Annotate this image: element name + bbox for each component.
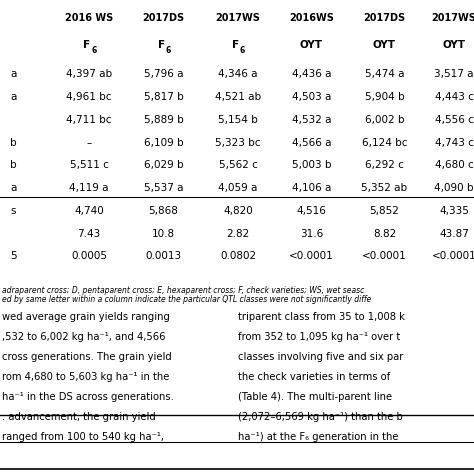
- Text: a: a: [10, 69, 17, 80]
- Text: 4,516: 4,516: [296, 206, 327, 216]
- Text: wed average grain yields ranging: wed average grain yields ranging: [2, 312, 170, 322]
- Text: ,532 to 6,002 kg ha⁻¹, and 4,566: ,532 to 6,002 kg ha⁻¹, and 4,566: [2, 332, 165, 342]
- Text: 5,474 a: 5,474 a: [365, 69, 404, 80]
- Text: ha⁻¹ in the DS across generations.: ha⁻¹ in the DS across generations.: [2, 392, 174, 402]
- Text: a: a: [10, 183, 17, 193]
- Text: 4,961 bc: 4,961 bc: [66, 92, 112, 102]
- Text: 6: 6: [165, 46, 171, 55]
- Text: 4,740: 4,740: [74, 206, 104, 216]
- Text: 5,537 a: 5,537 a: [144, 183, 183, 193]
- Text: 5,817 b: 5,817 b: [144, 92, 183, 102]
- Text: <0.0001: <0.0001: [289, 251, 334, 262]
- Text: ranged from 100 to 540 kg ha⁻¹,: ranged from 100 to 540 kg ha⁻¹,: [2, 432, 164, 442]
- Text: 6: 6: [240, 46, 245, 55]
- Text: F: F: [158, 40, 165, 50]
- Text: 4,397 ab: 4,397 ab: [66, 69, 112, 80]
- Text: 5,352 ab: 5,352 ab: [361, 183, 408, 193]
- Text: 3,517 a: 3,517 a: [434, 69, 474, 80]
- Text: b: b: [10, 137, 17, 148]
- Text: 4,820: 4,820: [223, 206, 253, 216]
- Text: <0.0001: <0.0001: [362, 251, 407, 262]
- Text: F: F: [232, 40, 239, 50]
- Text: 5,796 a: 5,796 a: [144, 69, 183, 80]
- Text: 5,562 c: 5,562 c: [219, 160, 257, 171]
- Text: 5,868: 5,868: [148, 206, 179, 216]
- Text: 2017DS: 2017DS: [364, 13, 405, 23]
- Text: 6,124 bc: 6,124 bc: [362, 137, 407, 148]
- Text: 6,109 b: 6,109 b: [144, 137, 183, 148]
- Text: 5,154 b: 5,154 b: [218, 115, 258, 125]
- Text: from 352 to 1,095 kg ha⁻¹ over t: from 352 to 1,095 kg ha⁻¹ over t: [238, 332, 400, 342]
- Text: 0.0013: 0.0013: [146, 251, 182, 262]
- Text: ed by same letter within a column indicate the particular QTL classes were not s: ed by same letter within a column indica…: [2, 295, 371, 304]
- Text: 5,323 bc: 5,323 bc: [215, 137, 261, 148]
- Text: 2017DS: 2017DS: [143, 13, 184, 23]
- Text: adraparent cross; D, pentaparent cross; E, hexaparent cross; F, check varieties;: adraparent cross; D, pentaparent cross; …: [2, 286, 365, 295]
- Text: 4,335: 4,335: [439, 206, 469, 216]
- Text: 4,566 a: 4,566 a: [292, 137, 331, 148]
- Text: 2017WS: 2017WS: [432, 13, 474, 23]
- Text: 4,521 ab: 4,521 ab: [215, 92, 261, 102]
- Text: rom 4,680 to 5,603 kg ha⁻¹ in the: rom 4,680 to 5,603 kg ha⁻¹ in the: [2, 372, 169, 382]
- Text: 4,106 a: 4,106 a: [292, 183, 331, 193]
- Text: 5: 5: [10, 251, 17, 262]
- Text: classes involving five and six par: classes involving five and six par: [238, 352, 403, 362]
- Text: 6,029 b: 6,029 b: [144, 160, 183, 171]
- Text: 4,680 c: 4,680 c: [435, 160, 474, 171]
- Text: OYT: OYT: [373, 40, 396, 50]
- Text: 4,556 c: 4,556 c: [435, 115, 474, 125]
- Text: 4,090 b: 4,090 b: [434, 183, 474, 193]
- Text: 4,443 c: 4,443 c: [435, 92, 474, 102]
- Text: 0.0802: 0.0802: [220, 251, 256, 262]
- Text: 6,002 b: 6,002 b: [365, 115, 404, 125]
- Text: 0.0005: 0.0005: [71, 251, 107, 262]
- Text: s: s: [10, 206, 16, 216]
- Text: 2016WS: 2016WS: [289, 13, 334, 23]
- Text: ha⁻¹) at the F₆ generation in the: ha⁻¹) at the F₆ generation in the: [238, 432, 399, 442]
- Text: 5,852: 5,852: [369, 206, 400, 216]
- Text: cross generations. The grain yield: cross generations. The grain yield: [2, 352, 172, 362]
- Text: 4,059 a: 4,059 a: [218, 183, 258, 193]
- Text: 10.8: 10.8: [152, 228, 175, 239]
- Text: triparent class from 35 to 1,008 k: triparent class from 35 to 1,008 k: [238, 312, 405, 322]
- Text: a: a: [10, 92, 17, 102]
- Text: 5,889 b: 5,889 b: [144, 115, 183, 125]
- Text: 4,346 a: 4,346 a: [218, 69, 258, 80]
- Text: 7.43: 7.43: [77, 228, 101, 239]
- Text: 2.82: 2.82: [226, 228, 250, 239]
- Text: 5,511 c: 5,511 c: [70, 160, 109, 171]
- Text: 4,119 a: 4,119 a: [69, 183, 109, 193]
- Text: 4,711 bc: 4,711 bc: [66, 115, 112, 125]
- Text: OYT: OYT: [300, 40, 323, 50]
- Text: 6,292 c: 6,292 c: [365, 160, 404, 171]
- Text: 5,904 b: 5,904 b: [365, 92, 404, 102]
- Text: 4,503 a: 4,503 a: [292, 92, 331, 102]
- Text: 31.6: 31.6: [300, 228, 323, 239]
- Text: F: F: [83, 40, 91, 50]
- Text: 5,003 b: 5,003 b: [292, 160, 331, 171]
- Text: 8.82: 8.82: [373, 228, 396, 239]
- Text: the check varieties in terms of: the check varieties in terms of: [238, 372, 390, 382]
- Text: . advancement, the grain yield: . advancement, the grain yield: [2, 412, 155, 422]
- Text: b: b: [10, 160, 17, 171]
- Text: –: –: [86, 137, 92, 148]
- Text: 4,532 a: 4,532 a: [292, 115, 331, 125]
- Text: (2,072–6,569 kg ha⁻¹) than the b: (2,072–6,569 kg ha⁻¹) than the b: [238, 412, 403, 422]
- Text: 2017WS: 2017WS: [216, 13, 260, 23]
- Text: (Table 4). The multi-parent line: (Table 4). The multi-parent line: [238, 392, 392, 402]
- Text: 4,743 c: 4,743 c: [435, 137, 474, 148]
- Text: OYT: OYT: [443, 40, 465, 50]
- Text: 4,436 a: 4,436 a: [292, 69, 331, 80]
- Text: <0.0001: <0.0001: [432, 251, 474, 262]
- Text: 43.87: 43.87: [439, 228, 469, 239]
- Text: 6: 6: [91, 46, 96, 55]
- Text: 2016 WS: 2016 WS: [65, 13, 113, 23]
